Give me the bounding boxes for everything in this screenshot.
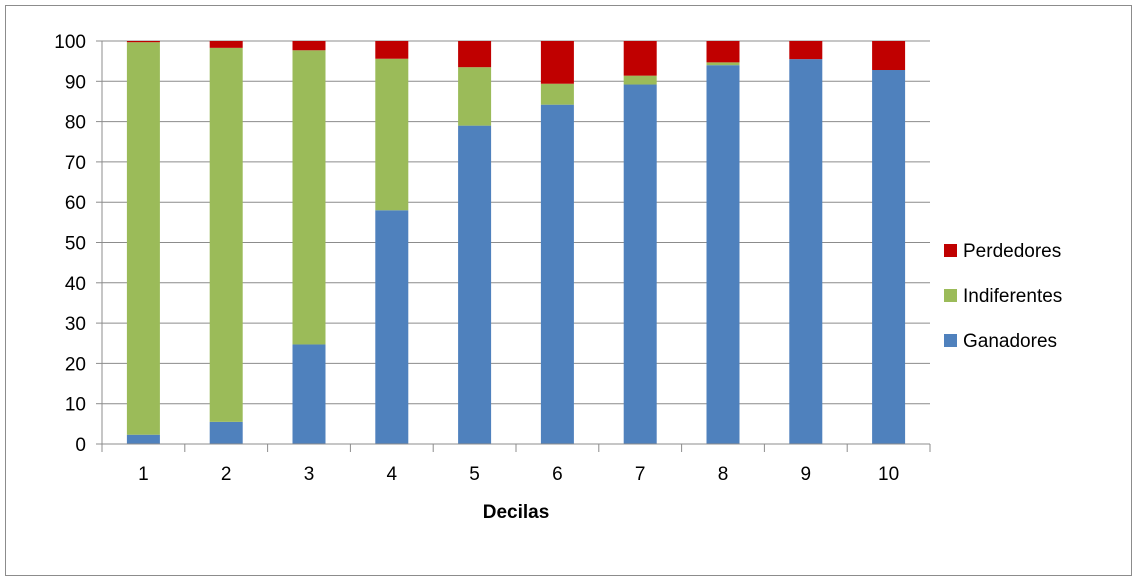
bars <box>126 41 906 445</box>
bar-perdedores-8 <box>706 41 740 63</box>
x-tick-label: 7 <box>635 464 646 485</box>
x-tick-label: 2 <box>221 464 232 485</box>
x-tick-label: 8 <box>718 464 729 485</box>
y-tick-label: 100 <box>54 32 86 53</box>
bar-perdedores-3 <box>292 41 326 51</box>
x-tick-label: 4 <box>387 464 398 485</box>
bar-perdedores-7 <box>623 41 657 76</box>
bar-perdedores-10 <box>872 41 906 71</box>
y-tick-label: 30 <box>65 314 86 335</box>
bar-indiferentes-6 <box>540 83 574 105</box>
x-tick-label: 1 <box>138 464 149 485</box>
x-axis-title: Decilas <box>483 502 550 523</box>
y-tick-label: 60 <box>65 193 86 214</box>
x-tick-label: 10 <box>878 464 899 485</box>
y-tick-label: 0 <box>75 435 86 456</box>
bar-indiferentes-5 <box>458 67 492 126</box>
bar-perdedores-2 <box>209 41 243 48</box>
bar-indiferentes-3 <box>292 50 326 345</box>
x-tick-label: 5 <box>469 464 480 485</box>
bar-indiferentes-8 <box>706 62 740 66</box>
bar-ganadores-4 <box>375 210 409 444</box>
x-tick-label: 3 <box>304 464 315 485</box>
legend-label-perdedores: Perdedores <box>963 241 1061 262</box>
bar-perdedores-5 <box>458 41 492 68</box>
legend-swatch-indiferentes <box>944 289 957 302</box>
x-axis-tick-labels: 1 2 3 4 5 6 7 8 9 10 <box>138 464 899 485</box>
y-tick-label: 20 <box>65 354 86 375</box>
bar-ganadores-1 <box>126 434 160 444</box>
x-tick-label: 6 <box>552 464 563 485</box>
bar-ganadores-5 <box>458 125 492 444</box>
y-tick-label: 80 <box>65 113 86 134</box>
bar-ganadores-8 <box>706 65 740 445</box>
bar-perdedores-4 <box>375 41 409 59</box>
bar-perdedores-9 <box>789 41 823 60</box>
bar-indiferentes-7 <box>623 75 657 85</box>
bar-indiferentes-1 <box>126 42 160 435</box>
bar-indiferentes-4 <box>375 58 409 211</box>
y-tick-label: 90 <box>65 72 86 93</box>
bar-perdedores-1 <box>126 41 160 43</box>
legend-label-indiferentes: Indiferentes <box>963 286 1062 307</box>
legend-swatch-perdedores <box>944 244 957 257</box>
y-axis-tick-labels: 0 10 20 30 40 50 60 70 80 90 100 <box>54 32 86 456</box>
y-tick-label: 70 <box>65 153 86 174</box>
x-tick-label: 9 <box>801 464 812 485</box>
axes <box>96 40 931 452</box>
bar-ganadores-3 <box>292 344 326 444</box>
bar-ganadores-6 <box>540 104 574 444</box>
bar-ganadores-9 <box>789 59 823 444</box>
bar-indiferentes-2 <box>209 47 243 422</box>
legend-label-ganadores: Ganadores <box>963 331 1057 352</box>
legend: Perdedores Indiferentes Ganadores <box>944 241 1062 352</box>
bar-ganadores-10 <box>872 70 906 445</box>
y-tick-label: 40 <box>65 274 86 295</box>
bar-perdedores-6 <box>540 41 574 84</box>
bar-ganadores-2 <box>209 421 243 444</box>
y-tick-label: 10 <box>65 395 86 416</box>
bar-ganadores-7 <box>623 84 657 445</box>
y-tick-label: 50 <box>65 234 86 255</box>
legend-swatch-ganadores <box>944 334 957 347</box>
